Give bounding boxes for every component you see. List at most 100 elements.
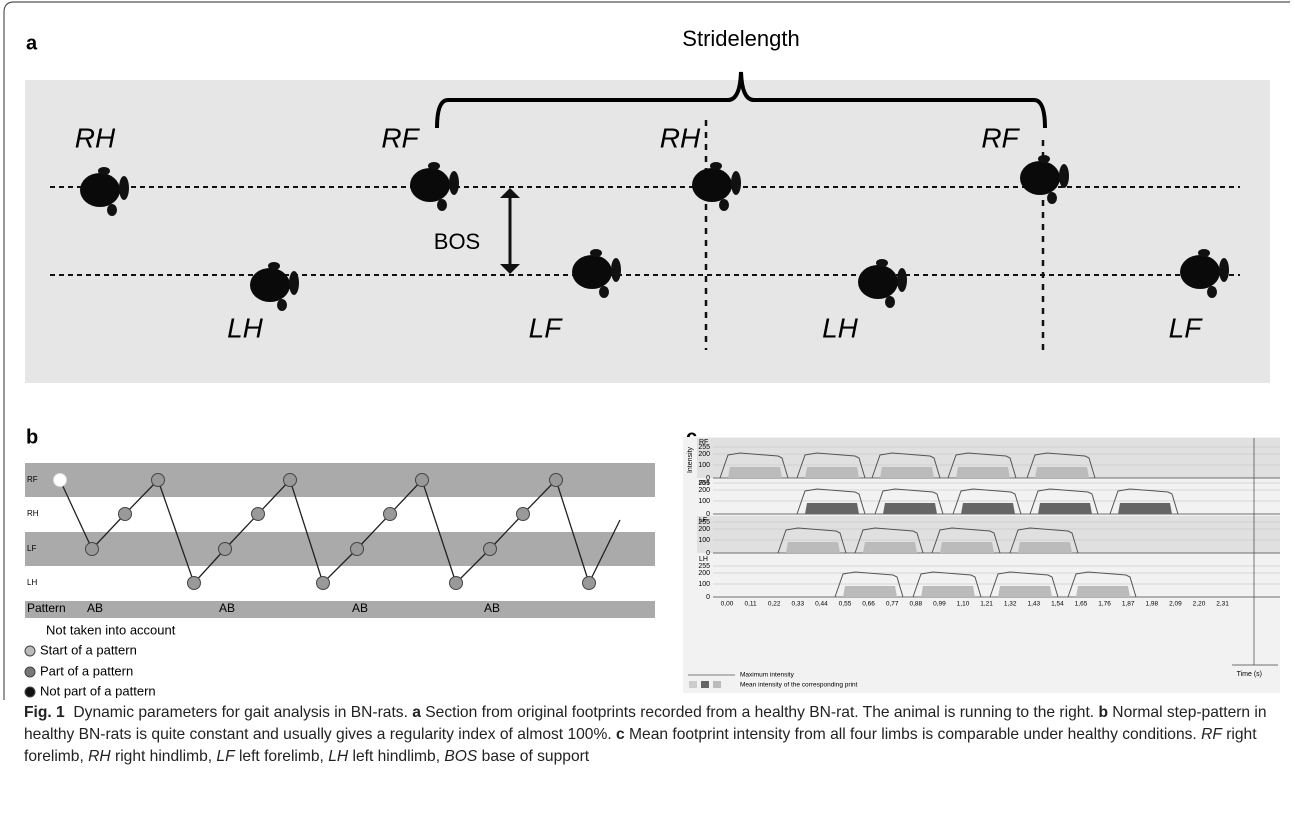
- paw-label: LH: [227, 312, 264, 343]
- bos-arrowheads: [500, 188, 520, 274]
- max-line: [796, 452, 866, 479]
- legend-text: Not taken into account: [46, 622, 176, 637]
- x-tick-label: 1,21: [980, 601, 993, 608]
- caption-part: BOS: [444, 748, 478, 765]
- x-tick-label: 1,87: [1122, 601, 1135, 608]
- mean-area: [805, 467, 859, 478]
- step-ball: [218, 542, 232, 556]
- caption-part: c: [616, 726, 625, 743]
- footprint: [119, 176, 129, 200]
- panel-label: b: [26, 426, 38, 448]
- mean-area: [883, 503, 937, 514]
- footprint: [876, 259, 888, 267]
- max-line: [912, 571, 982, 598]
- footprint: [98, 167, 110, 175]
- mean-area: [863, 542, 917, 553]
- x-tick-label: 1,43: [1027, 601, 1040, 608]
- y-tick-label: 100: [698, 498, 710, 505]
- footprint: [719, 199, 729, 211]
- mean-area: [728, 467, 782, 478]
- paw-label: LF: [1169, 312, 1204, 343]
- paw-label: RF: [381, 122, 420, 153]
- footprint: [1180, 255, 1220, 289]
- x-tick-label: 2,20: [1193, 601, 1206, 608]
- step-ball: [53, 473, 67, 487]
- y-axis-label: Intensity: [687, 446, 694, 473]
- mean-area: [1118, 503, 1172, 514]
- mean-area: [880, 467, 934, 478]
- caption-part: right forelimb,: [24, 726, 1261, 765]
- x-axis-label: Time (s): [1237, 671, 1262, 678]
- caption-part: RH: [88, 748, 111, 765]
- caption-part: Section from original footprints recorde…: [420, 704, 1099, 721]
- step-ball: [549, 473, 563, 487]
- row-label: RH: [699, 480, 709, 487]
- caption-part: right hindlimb,: [110, 748, 217, 765]
- footprint: [590, 249, 602, 257]
- max-line: [947, 452, 1017, 479]
- max-line: [777, 527, 847, 554]
- legend-swatch: [689, 681, 697, 688]
- max-line: [796, 488, 866, 515]
- footprint: [858, 265, 898, 299]
- legend-text: Part of a pattern: [40, 663, 133, 678]
- max-line: [989, 571, 1059, 598]
- footprint: [268, 262, 280, 270]
- row-label: LF: [27, 544, 36, 553]
- caption: Fig. 1 Dynamic parameters for gait analy…: [24, 702, 1269, 768]
- mean-area: [805, 503, 859, 514]
- max-line: [1009, 527, 1079, 554]
- row-label: LF: [699, 517, 707, 524]
- legend-swatch: [713, 681, 721, 688]
- mean-area: [961, 503, 1015, 514]
- paw-label: LH: [822, 312, 859, 343]
- footprint: [1020, 161, 1060, 195]
- pattern-band: [25, 601, 655, 618]
- caption-part: a: [412, 704, 421, 721]
- footprint: [107, 204, 117, 216]
- x-tick-label: 0,99: [933, 601, 946, 608]
- x-tick-label: 0,11: [745, 601, 758, 608]
- caption-part: RF: [1201, 726, 1222, 743]
- y-tick-label: 200: [698, 526, 710, 533]
- max-line: [931, 527, 1001, 554]
- pattern-name: AB: [219, 601, 235, 615]
- x-tick-label: 0,55: [839, 601, 852, 608]
- footprint: [277, 299, 287, 311]
- pattern-name: AB: [352, 601, 368, 615]
- footprint-panel: [25, 80, 1270, 383]
- mean-area: [1018, 542, 1072, 553]
- max-line: [1029, 488, 1099, 515]
- legend-text: Not part of a pattern: [40, 683, 156, 698]
- footprint: [1198, 249, 1210, 257]
- step-line: [59, 478, 621, 585]
- step-ball: [415, 473, 429, 487]
- step-ball: [449, 576, 463, 590]
- x-tick-label: 1,65: [1075, 601, 1088, 608]
- max-line: [834, 571, 904, 598]
- mean-area: [1035, 467, 1089, 478]
- y-tick-label: 0: [706, 475, 710, 482]
- y-tick-label: 255: [698, 563, 710, 570]
- x-tick-label: 1,98: [1145, 601, 1158, 608]
- step-ball: [151, 473, 165, 487]
- y-tick-label: 0: [706, 511, 710, 518]
- y-tick-label: 200: [698, 451, 710, 458]
- caption-part: base of support: [477, 748, 590, 765]
- footprint: [250, 268, 290, 302]
- paw-label: LF: [529, 312, 564, 343]
- caption-part: left forelimb,: [234, 748, 329, 765]
- caption-part: b: [1098, 704, 1108, 721]
- paw-label: RF: [981, 122, 1020, 153]
- max-line: [1109, 488, 1179, 515]
- y-tick-label: 200: [698, 570, 710, 577]
- footprint: [1038, 155, 1050, 163]
- step-ball: [383, 507, 397, 521]
- mean-area: [786, 542, 840, 553]
- x-tick-label: 0,88: [909, 601, 922, 608]
- pattern-label: Pattern: [27, 601, 66, 615]
- footprint: [449, 171, 459, 195]
- mean-area: [956, 467, 1010, 478]
- max-line: [1026, 452, 1096, 479]
